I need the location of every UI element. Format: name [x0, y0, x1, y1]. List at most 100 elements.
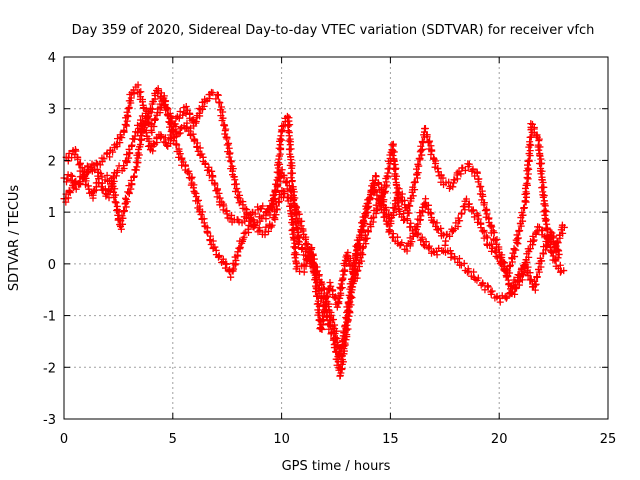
data-point [433, 219, 441, 227]
data-point [287, 145, 295, 153]
data-point [262, 215, 270, 223]
data-point [223, 207, 231, 215]
data-point [126, 149, 134, 157]
data-point [122, 203, 130, 211]
data-point [145, 135, 153, 143]
data-point [344, 325, 352, 333]
data-point [330, 341, 338, 349]
data-point [268, 221, 276, 229]
data-point [353, 247, 361, 255]
data-point [181, 162, 189, 170]
data-point [313, 292, 321, 300]
data-point [208, 167, 216, 175]
data-point [210, 179, 218, 187]
data-point [540, 183, 548, 191]
data-point [474, 175, 482, 183]
data-point [285, 137, 293, 145]
data-point [288, 191, 296, 199]
data-point [332, 348, 340, 356]
y-tick-label: -1 [43, 310, 56, 325]
data-point [275, 198, 283, 206]
data-point [340, 271, 348, 279]
data-point [288, 202, 296, 210]
data-point [113, 202, 121, 210]
data-point [65, 149, 73, 157]
data-point [348, 294, 356, 302]
data-point [219, 108, 227, 116]
series-track-b [60, 85, 563, 380]
data-point [273, 205, 281, 213]
data-point [292, 251, 300, 259]
data-point [88, 160, 96, 168]
data-point [151, 116, 159, 124]
data-point [514, 234, 522, 242]
data-point [537, 263, 545, 271]
data-point [205, 95, 213, 103]
data-point [232, 256, 240, 264]
data-point [87, 163, 95, 171]
data-point [552, 240, 560, 248]
data-point [291, 254, 299, 262]
data-point [337, 280, 345, 288]
data-point [346, 254, 354, 262]
data-point [414, 162, 422, 170]
data-point [233, 251, 241, 259]
data-point [432, 159, 440, 167]
data-point [168, 134, 176, 142]
data-point [332, 327, 340, 335]
data-point [488, 287, 496, 295]
data-point [276, 135, 284, 143]
x-tick-label: 20 [491, 432, 508, 447]
x-tick-label: 0 [60, 432, 68, 447]
data-point [195, 196, 203, 204]
data-point [473, 169, 481, 177]
data-point [185, 167, 193, 175]
data-point [336, 372, 344, 380]
data-point [530, 125, 538, 133]
data-point [285, 114, 293, 122]
data-point [331, 293, 339, 301]
data-point [179, 111, 187, 119]
data-point [294, 228, 302, 236]
data-point [127, 94, 135, 102]
data-point [120, 164, 128, 172]
data-point [138, 132, 146, 140]
data-point [456, 217, 464, 225]
data-point [559, 229, 567, 237]
data-point [246, 210, 254, 218]
data-point [239, 201, 247, 209]
data-point [123, 111, 131, 119]
data-point [512, 246, 520, 254]
data-point [347, 301, 355, 309]
data-point [200, 102, 208, 110]
data-point [118, 134, 126, 142]
data-point [192, 190, 200, 198]
data-point [338, 284, 346, 292]
data-point [287, 195, 295, 203]
data-point [78, 164, 86, 172]
data-point [425, 138, 433, 146]
data-point [439, 174, 447, 182]
data-point [498, 251, 506, 259]
data-point [421, 124, 429, 132]
data-point [465, 160, 473, 168]
data-point [427, 150, 435, 158]
data-point [199, 153, 207, 161]
data-point [342, 336, 350, 344]
data-point [458, 210, 466, 218]
data-point [343, 333, 351, 341]
data-point [287, 174, 295, 182]
data-point [251, 222, 259, 230]
data-point [364, 228, 372, 236]
data-point [201, 159, 209, 167]
data-point [491, 247, 499, 255]
data-point [335, 298, 343, 306]
y-tick-label: 1 [48, 206, 56, 221]
data-point [193, 197, 201, 205]
data-point [209, 89, 217, 97]
data-point [214, 91, 222, 99]
data-point [422, 238, 430, 246]
data-point [426, 209, 434, 217]
data-point [63, 175, 71, 183]
data-point [544, 235, 552, 243]
